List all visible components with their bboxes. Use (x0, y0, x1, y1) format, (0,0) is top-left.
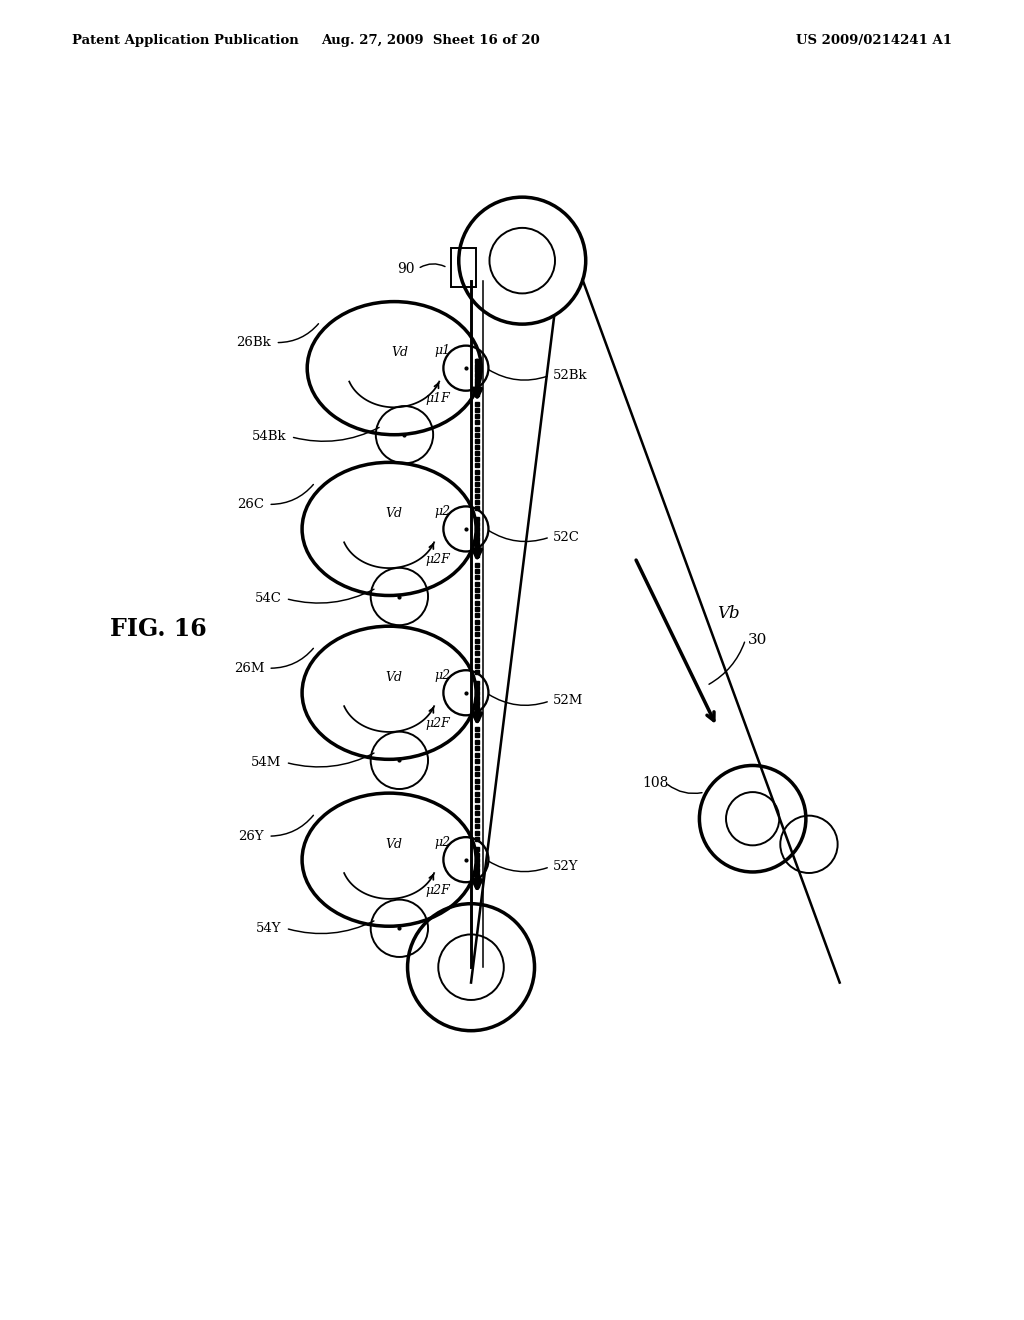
Text: μ2: μ2 (434, 506, 451, 517)
Text: FIG. 16: FIG. 16 (111, 618, 207, 642)
Text: Aug. 27, 2009  Sheet 16 of 20: Aug. 27, 2009 Sheet 16 of 20 (321, 34, 540, 48)
Text: 54C: 54C (255, 593, 282, 605)
Text: 30: 30 (748, 632, 767, 647)
Text: μ2: μ2 (434, 836, 451, 849)
Text: μ2F: μ2F (426, 553, 451, 566)
Text: Vb: Vb (717, 606, 739, 623)
Text: μ2F: μ2F (426, 717, 451, 730)
Text: μ1F: μ1F (426, 392, 451, 405)
Text: 52C: 52C (553, 531, 580, 544)
Text: 108: 108 (642, 776, 669, 789)
Text: 54Y: 54Y (256, 921, 282, 935)
Text: 52Y: 52Y (553, 861, 579, 874)
Text: μ2: μ2 (434, 669, 451, 682)
Text: 26Bk: 26Bk (237, 337, 271, 348)
Text: 26M: 26M (233, 661, 264, 675)
Text: Patent Application Publication: Patent Application Publication (72, 34, 298, 48)
Text: 54M: 54M (251, 756, 282, 768)
Text: 54Bk: 54Bk (252, 430, 287, 444)
Text: μ2F: μ2F (426, 884, 451, 896)
Bar (451, 248, 476, 288)
Text: US 2009/0214241 A1: US 2009/0214241 A1 (797, 34, 952, 48)
Text: Vd: Vd (386, 507, 402, 520)
Text: 26Y: 26Y (239, 830, 264, 842)
Text: 90: 90 (397, 261, 415, 276)
Text: 52M: 52M (553, 694, 584, 708)
Text: Vd: Vd (386, 838, 402, 851)
Text: 52Bk: 52Bk (553, 368, 588, 381)
Text: Vd: Vd (391, 346, 408, 359)
Text: Vd: Vd (386, 671, 402, 684)
Text: 26C: 26C (238, 498, 264, 511)
Text: μ1: μ1 (434, 345, 451, 358)
